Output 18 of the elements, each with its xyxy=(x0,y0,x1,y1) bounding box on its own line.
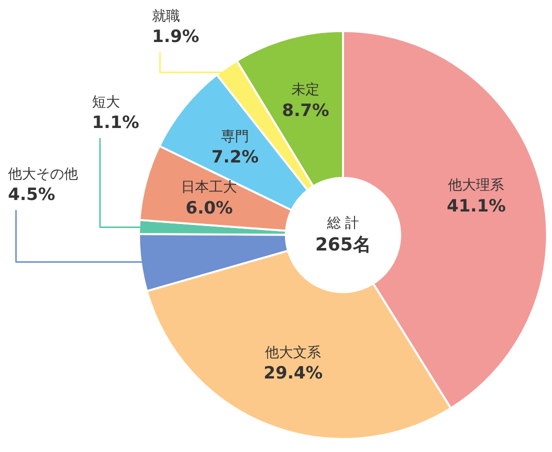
data-label: 29.4% xyxy=(264,364,323,384)
slice-label: 日本工大 xyxy=(181,180,238,196)
slice-label: 専門 xyxy=(221,128,250,145)
slice-label: 他大文系 xyxy=(265,344,322,361)
data-label: 41.1% xyxy=(446,196,506,216)
data-label: 8.7% xyxy=(282,101,330,122)
text: 265名 xyxy=(315,234,371,256)
data-label: 1.1% xyxy=(92,112,140,133)
data-label: 4.5% xyxy=(8,184,56,205)
slice-label: 他大その他 xyxy=(8,166,78,183)
slice-label: 短大 xyxy=(92,94,120,111)
slice-label: 未定 xyxy=(292,82,320,98)
data-label: 1.9% xyxy=(152,26,200,47)
data-label: 7.2% xyxy=(211,148,259,168)
slice-label: 他大理系 xyxy=(448,178,504,194)
text: 総 計 xyxy=(326,216,360,232)
data-label: 6.0% xyxy=(186,198,233,218)
slice-label: 就職 xyxy=(152,8,180,25)
